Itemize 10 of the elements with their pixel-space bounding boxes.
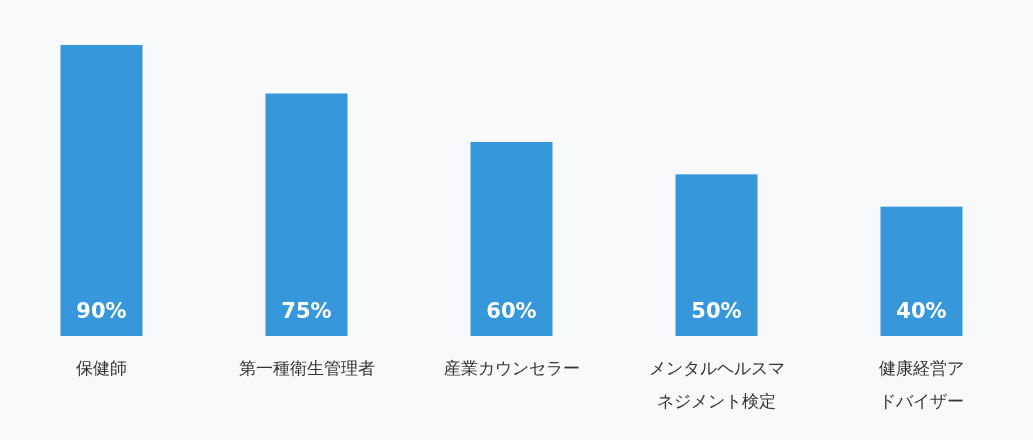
- data-label: 50%: [691, 299, 742, 323]
- data-label: 75%: [281, 299, 332, 323]
- data-label: 90%: [76, 299, 127, 323]
- x-tick-label: 産業カウンセラー: [442, 357, 581, 380]
- x-tick-label: メンタルヘルスマネジメント検定: [647, 357, 786, 413]
- x-tick-label: 保健師: [75, 357, 128, 380]
- data-label: 40%: [896, 299, 947, 323]
- x-tick-label: 健康経営アドバイザー: [878, 357, 965, 413]
- data-label: 60%: [486, 299, 537, 323]
- x-tick-label: 第一種衛生管理者: [237, 357, 376, 380]
